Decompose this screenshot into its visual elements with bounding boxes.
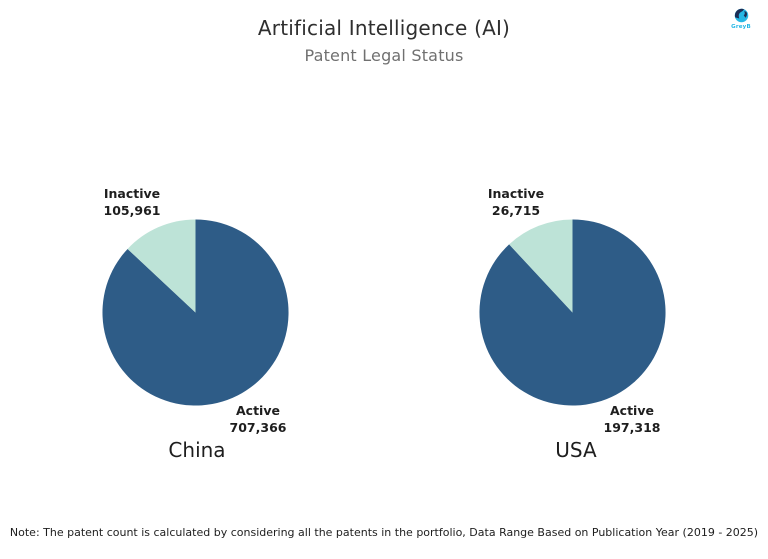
china-active-name: Active (236, 403, 280, 418)
greyb-globe-icon (734, 8, 748, 23)
china-inactive-value: 105,961 (103, 203, 161, 218)
dashboard-header: Artificial Intelligence (AI) Patent Lega… (0, 16, 768, 65)
pie-chart-china (102, 219, 289, 406)
greyb-logo: GreyB (728, 8, 754, 30)
pie-chart-usa (479, 219, 666, 406)
china-active-label: Active 707,366 (210, 402, 306, 436)
usa-inactive-value: 26,715 (491, 203, 541, 218)
usa-inactive-label: Inactive 26,715 (468, 185, 564, 219)
pie-slice-china-active (102, 219, 289, 406)
footnote: Note: The patent count is calculated by … (9, 526, 759, 539)
page-title: Artificial Intelligence (AI) (257, 16, 511, 40)
page-subtitle: Patent Legal Status (304, 46, 464, 65)
china-inactive-name: Inactive (103, 186, 161, 201)
china-active-value: 707,366 (229, 420, 287, 435)
usa-chart-title: USA (555, 438, 597, 462)
usa-active-value: 197,318 (603, 420, 661, 435)
pie-slice-usa-active (479, 219, 666, 406)
china-inactive-label: Inactive 105,961 (84, 185, 180, 219)
greyb-logo-text: GreyB (731, 24, 751, 30)
usa-active-name: Active (610, 403, 654, 418)
usa-active-label: Active 197,318 (584, 402, 680, 436)
usa-inactive-name: Inactive (487, 186, 545, 201)
china-chart-title: China (168, 438, 226, 462)
pie-slice-usa-inactive (509, 219, 573, 313)
pie-slice-china-inactive (127, 219, 196, 313)
